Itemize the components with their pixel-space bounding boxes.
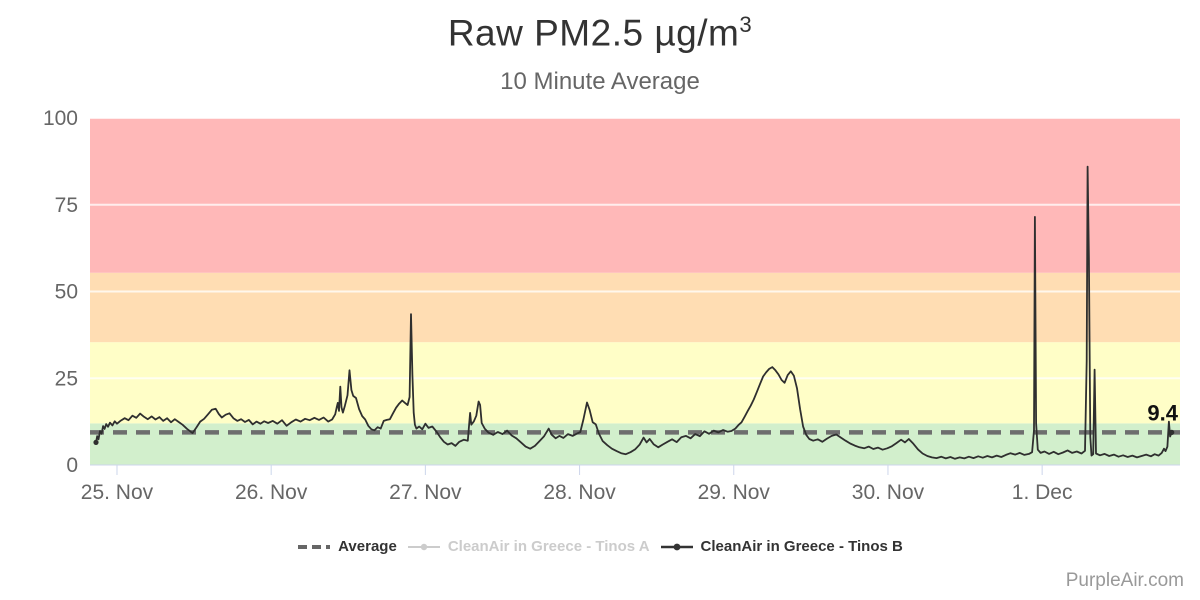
series-end-marker	[1169, 429, 1175, 435]
x-axis-label: 1. Dec	[1012, 481, 1073, 504]
y-axis-label: 75	[55, 194, 78, 217]
x-axis-label: 26. Nov	[235, 481, 308, 504]
legend-label-tinos-b: CleanAir in Greece - Tinos B	[700, 538, 903, 555]
y-axis-label: 100	[43, 107, 78, 130]
credits-link[interactable]: PurpleAir.com	[1065, 570, 1184, 591]
plot-band-good-green	[90, 423, 1180, 465]
series-tinos-b-line[interactable]	[95, 165, 1173, 460]
chart-title: Raw PM2.5 µg/m3	[0, 12, 1200, 54]
y-axis-label: 0	[66, 454, 78, 477]
line-marker-icon	[407, 543, 440, 550]
line-dot-icon	[660, 543, 693, 550]
chart-subtitle: 10 Minute Average	[500, 68, 700, 95]
legend: Average CleanAir in Greece - Tinos A Cle…	[0, 538, 1200, 555]
plot-band-moderate-yellow	[90, 342, 1180, 424]
chart-title-superscript: 3	[739, 12, 753, 37]
legend-label-tinos-a: CleanAir in Greece - Tinos A	[447, 538, 650, 555]
dashed-line-icon	[298, 544, 331, 549]
x-axis-label: 27. Nov	[389, 481, 462, 504]
x-axis-label: 30. Nov	[852, 481, 925, 504]
plot-band-usg-orange	[90, 272, 1180, 343]
legend-item-tinos-a[interactable]: CleanAir in Greece - Tinos A	[407, 538, 650, 555]
latest-value-label: 9.4	[1147, 400, 1178, 425]
legend-item-average[interactable]: Average	[297, 538, 397, 555]
x-axis-label: 25. Nov	[81, 481, 154, 504]
series-start-marker	[93, 439, 99, 445]
y-axis-label: 25	[55, 367, 78, 390]
x-axis-label: 29. Nov	[698, 481, 771, 504]
x-axis-label: 28. Nov	[543, 481, 616, 504]
y-axis-label: 50	[55, 281, 78, 304]
plot-band-unhealthy-red	[90, 118, 1180, 273]
legend-item-tinos-b[interactable]: CleanAir in Greece - Tinos B	[660, 538, 903, 555]
chart-title-text: Raw PM2.5 µg/m	[447, 12, 740, 54]
legend-label-average: Average	[338, 538, 397, 555]
